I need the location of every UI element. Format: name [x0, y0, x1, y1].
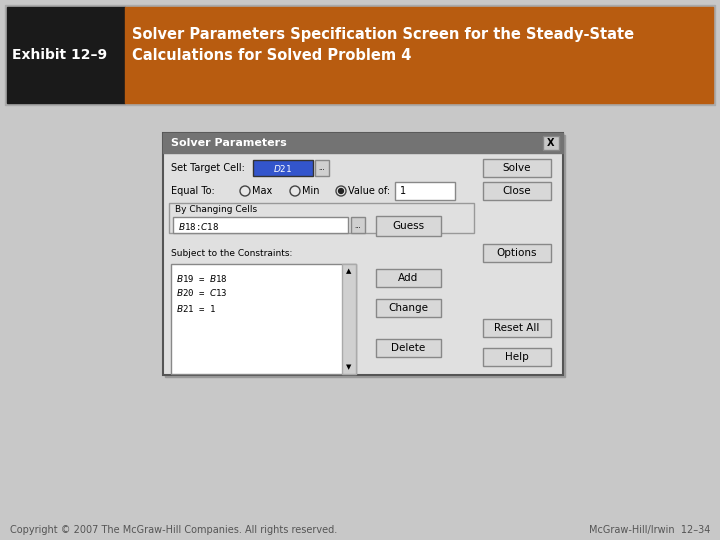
- Bar: [483, 244, 551, 262]
- Text: ▼: ▼: [346, 364, 351, 370]
- Text: Delete: Delete: [391, 343, 425, 353]
- Text: ▲: ▲: [346, 268, 351, 274]
- Text: McGraw-Hill/Irwin  12–34: McGraw-Hill/Irwin 12–34: [589, 525, 710, 535]
- Bar: [171, 264, 356, 374]
- Bar: [125, 7, 713, 103]
- Text: Max: Max: [252, 186, 272, 196]
- Bar: [483, 159, 551, 177]
- Text: Solve: Solve: [503, 163, 531, 173]
- Text: Reset All: Reset All: [495, 323, 540, 333]
- Bar: [342, 264, 356, 374]
- Circle shape: [290, 186, 300, 196]
- Text: Equal To:: Equal To:: [171, 186, 215, 196]
- Text: ...: ...: [355, 223, 361, 229]
- Text: Min: Min: [302, 186, 320, 196]
- Text: Add: Add: [398, 273, 418, 283]
- Text: X: X: [547, 138, 554, 148]
- Text: Close: Close: [503, 186, 531, 196]
- Bar: [376, 269, 441, 287]
- Bar: [543, 136, 559, 150]
- Bar: [5, 5, 715, 105]
- Text: 1: 1: [400, 186, 406, 196]
- Text: By Changing Cells: By Changing Cells: [175, 206, 257, 214]
- Text: $B$20 = $C$13: $B$20 = $C$13: [176, 287, 228, 299]
- Text: Value of:: Value of:: [348, 186, 390, 196]
- Text: $B$19 = $B$18: $B$19 = $B$18: [176, 273, 228, 284]
- Text: ...: ...: [319, 165, 325, 171]
- Bar: [351, 217, 365, 233]
- Text: Change: Change: [388, 303, 428, 313]
- Text: Options: Options: [497, 248, 537, 258]
- Bar: [7, 7, 125, 103]
- Bar: [165, 135, 565, 377]
- Text: Exhibit 12–9: Exhibit 12–9: [12, 48, 107, 62]
- Circle shape: [336, 186, 346, 196]
- Bar: [163, 133, 563, 375]
- Bar: [173, 217, 348, 233]
- Text: Set Target Cell:: Set Target Cell:: [171, 163, 245, 173]
- Bar: [376, 299, 441, 317]
- Bar: [395, 182, 455, 200]
- Circle shape: [240, 186, 250, 196]
- Bar: [376, 216, 441, 236]
- Circle shape: [338, 188, 343, 193]
- Bar: [376, 339, 441, 357]
- Text: Solver Parameters: Solver Parameters: [171, 138, 287, 148]
- Text: Guess: Guess: [392, 221, 424, 231]
- Text: Solver Parameters Specification Screen for the Steady-State
Calculations for Sol: Solver Parameters Specification Screen f…: [132, 27, 634, 63]
- Text: Copyright © 2007 The McGraw-Hill Companies. All rights reserved.: Copyright © 2007 The McGraw-Hill Compani…: [10, 525, 337, 535]
- Bar: [163, 133, 563, 153]
- Bar: [483, 182, 551, 200]
- Text: $D$21: $D$21: [274, 163, 292, 173]
- Bar: [483, 319, 551, 337]
- Text: Help: Help: [505, 352, 529, 362]
- Text: Subject to the Constraints:: Subject to the Constraints:: [171, 248, 292, 258]
- Text: $B$18:$C$18: $B$18:$C$18: [178, 220, 219, 232]
- Bar: [169, 203, 474, 233]
- Bar: [483, 348, 551, 366]
- Bar: [315, 160, 329, 176]
- Bar: [253, 160, 313, 176]
- Text: $B$21 = 1: $B$21 = 1: [176, 302, 216, 314]
